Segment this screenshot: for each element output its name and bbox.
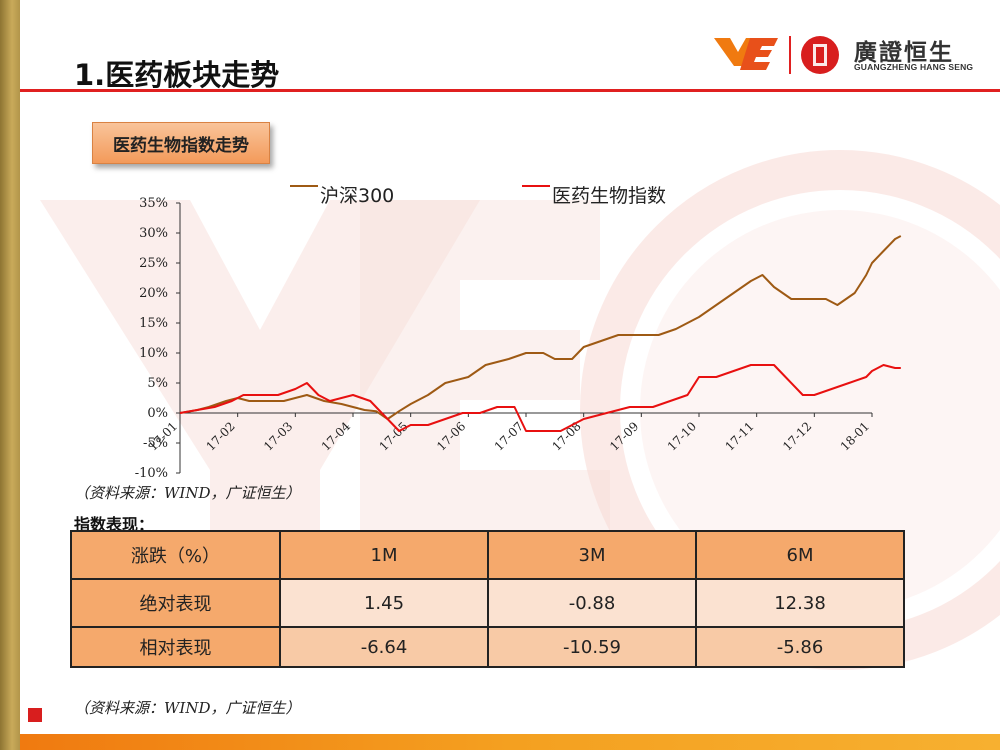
left-accent-bar [0,0,20,750]
performance-table: 涨跌（%） 1M 3M 6M 绝对表现 1.45 -0.88 12.38 相对表… [70,530,905,668]
chart-source-note: （资料来源：WIND，广证恒生） [74,484,301,502]
header-cell: 涨跌（%） [70,530,281,580]
table-cell: -0.88 [487,578,697,628]
series-line-pharma [179,364,901,432]
y-tick-label: 35% [139,196,168,211]
company-logo [714,36,839,74]
x-tick-label: 18-01 [838,419,872,453]
legend-label: 医药生物指数 [552,185,666,207]
header-cell: 1M [279,530,489,580]
y-tick-label: 5% [147,376,168,391]
table-cell: -10.59 [487,626,697,668]
y-tick-label: 10% [139,346,168,361]
title-underline [20,89,1000,92]
table-header-row: 涨跌（%） 1M 3M 6M [70,530,905,580]
logo-subtitle: GUANGZHENG HANG SENG [854,62,974,72]
row-label: 绝对表现 [70,578,281,628]
table-row: 绝对表现 1.45 -0.88 12.38 [70,578,905,628]
y-tick-label: 0% [147,406,168,421]
row-label: 相对表现 [70,626,281,668]
x-tick-label: 17-06 [434,419,468,453]
x-tick-label: 17-10 [665,419,699,453]
series-line-hs300 [179,235,902,420]
table-source-note: （资料来源：WIND，广证恒生） [74,699,301,717]
index-trend-chart: 35%30%25%20%15%10%5%0%-5%-10%17-01 17-02 1… [135,185,902,481]
x-tick-label: 17-09 [607,419,641,453]
x-tick-label: 17-03 [261,419,295,453]
y-tick-label: -5% [143,436,168,451]
footer-marker [28,708,42,722]
section-title-button[interactable]: 医药生物指数走势 [92,122,270,164]
y-tick-label: 30% [139,226,168,241]
logo-name: 廣證恒生 [854,40,954,66]
table-cell: -6.64 [279,626,489,668]
header-cell: 3M [487,530,697,580]
y-tick-label: 25% [139,256,168,271]
page-title: 1.医药板块走势 [74,58,280,92]
x-tick-label: 17-04 [319,419,354,454]
table-cell: 1.45 [279,578,489,628]
x-tick-label: 17-08 [549,419,583,453]
table-cell: 12.38 [695,578,905,628]
legend-label: 沪深300 [320,185,394,207]
y-tick-label: 20% [139,286,168,301]
x-tick-label: 17-11 [722,419,756,453]
x-tick-label: 17-07 [492,419,526,453]
x-tick-label: 17-12 [780,419,814,453]
y-tick-label: 15% [139,316,168,331]
x-tick-label: 17-02 [203,419,237,453]
footer-bar [20,734,1000,750]
performance-label: 指数表现： [74,515,155,534]
header-cell: 6M [695,530,905,580]
y-tick-label: -10% [135,466,168,481]
table-row: 相对表现 -6.64 -10.59 -5.86 [70,626,905,668]
table-cell: -5.86 [695,626,905,668]
